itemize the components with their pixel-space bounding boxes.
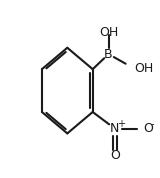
Text: N: N bbox=[110, 122, 120, 135]
Text: O: O bbox=[110, 149, 120, 162]
Text: O: O bbox=[144, 122, 153, 135]
Text: OH: OH bbox=[134, 62, 153, 75]
Text: OH: OH bbox=[99, 26, 118, 39]
Text: -: - bbox=[151, 119, 154, 129]
Text: +: + bbox=[117, 119, 125, 129]
Text: B: B bbox=[104, 48, 113, 61]
